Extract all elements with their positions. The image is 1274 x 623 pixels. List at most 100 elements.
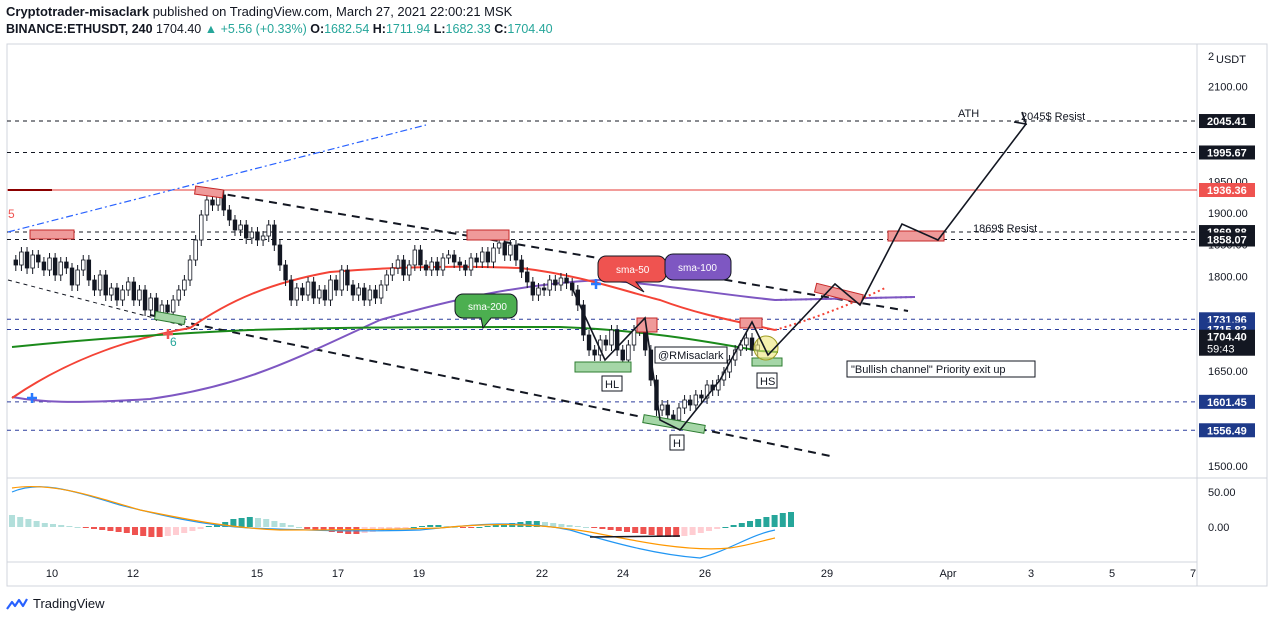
sma200-label: sma-200: [468, 302, 507, 313]
macd-bar: [632, 527, 639, 533]
candle-body: [227, 209, 232, 221]
macd-bar: [689, 527, 696, 535]
macd-bar: [66, 526, 73, 527]
price-badge-bg-4: [1199, 232, 1255, 247]
candle-body: [446, 254, 451, 259]
candle-body: [339, 269, 344, 291]
macd-bar: [9, 515, 15, 527]
candle-body: [390, 267, 395, 276]
price-badge-2: 1936.36: [1207, 185, 1247, 197]
candle-body: [418, 249, 423, 266]
candle-body: [176, 289, 181, 301]
candle-body: [131, 281, 137, 301]
price-badge-bg-0: [1199, 114, 1255, 129]
resist-box-1: [194, 185, 224, 199]
candle-body: [255, 231, 260, 241]
sma200-line: [11, 325, 779, 353]
candle-body: [142, 289, 148, 311]
candle-body: [187, 259, 193, 281]
candle-body: [64, 261, 69, 269]
candle-body: [204, 199, 210, 216]
projection-arrowhead: [1013, 111, 1028, 126]
macd-bar: [501, 524, 507, 527]
candle-body: [530, 281, 536, 296]
candle-body: [109, 287, 114, 296]
ath-label: ATH: [958, 108, 979, 120]
blue-cross-marker: [591, 279, 601, 289]
macd-bar: [50, 524, 56, 527]
time-tick-7: 26: [699, 568, 711, 580]
candle-body: [564, 277, 569, 284]
hs-circle: [753, 335, 779, 361]
candle-body: [626, 344, 631, 361]
hs-box: [756, 372, 778, 389]
macd-bar: [148, 527, 155, 537]
h-label: H: [673, 438, 681, 450]
candle-body: [609, 329, 614, 346]
channel-lower-line: [149, 314, 836, 458]
macd-bar: [394, 527, 401, 529]
price-tick-5: 1650.00: [1208, 366, 1248, 378]
macd-bar: [533, 521, 540, 527]
candle-body: [749, 337, 755, 351]
high-label: H:: [372, 22, 386, 36]
candle-body: [468, 257, 474, 271]
price-badge-9: 1556.49: [1207, 425, 1247, 437]
chart-frame: [6, 43, 1268, 587]
candle-body: [502, 242, 507, 256]
macd-bar: [402, 527, 409, 528]
sma100-label: sma-100: [678, 263, 717, 274]
h-box: [669, 434, 685, 451]
candle-body: [345, 269, 350, 286]
macd-bar: [451, 527, 458, 528]
candle-body: [266, 224, 271, 237]
price-badge-bg-1: [1199, 145, 1255, 160]
candle-body: [193, 239, 198, 261]
price-tick-6: 1500.00: [1208, 461, 1248, 473]
author-name[interactable]: Cryptotrader-misaclark: [6, 4, 150, 19]
macd-bar: [386, 527, 393, 530]
macd-bar: [788, 512, 794, 527]
macd-bar: [156, 527, 163, 537]
macd-bar: [624, 527, 630, 532]
macd-bar: [468, 527, 475, 528]
candle-body: [704, 384, 710, 399]
candle-body: [69, 267, 75, 286]
candle-body: [744, 337, 749, 346]
macd-bar: [304, 527, 311, 529]
candle-body: [491, 247, 496, 263]
hl-box: [601, 375, 623, 392]
price-badge-8: 1601.45: [1207, 397, 1247, 409]
macd-bar: [419, 526, 425, 527]
candle-body: [148, 297, 153, 311]
macd-bar: [181, 527, 188, 533]
macd-bar: [255, 518, 261, 527]
macd-bar: [107, 527, 114, 531]
candle-body: [52, 257, 58, 276]
resist-box-3: [466, 229, 510, 241]
close-label: C:: [494, 22, 508, 36]
tradingview-footer[interactable]: TradingView: [6, 596, 105, 611]
time-tick-6: 24: [617, 568, 629, 580]
candle-body: [81, 259, 86, 271]
support-box-h: [642, 414, 706, 434]
macd-bar: [140, 527, 147, 536]
candle-body: [300, 287, 305, 296]
inner-channel-line: [7, 279, 201, 331]
candle-body: [541, 287, 547, 291]
signal-5: 5: [8, 207, 15, 221]
macd-bar: [312, 527, 319, 530]
macd-bar: [115, 527, 122, 532]
candle-body: [395, 259, 401, 269]
price-axis-top-label: 2: [1208, 51, 1214, 63]
candle-body: [182, 279, 187, 291]
macd-bar: [25, 519, 32, 527]
publish-info: published on TradingView.com, March 27, …: [152, 4, 513, 19]
macd-bar: [41, 523, 48, 527]
macd-bar: [320, 527, 327, 531]
blue-trend-line: [7, 124, 427, 233]
macd-bar: [443, 526, 450, 527]
candle-body: [97, 274, 103, 291]
candle-body: [631, 329, 637, 346]
